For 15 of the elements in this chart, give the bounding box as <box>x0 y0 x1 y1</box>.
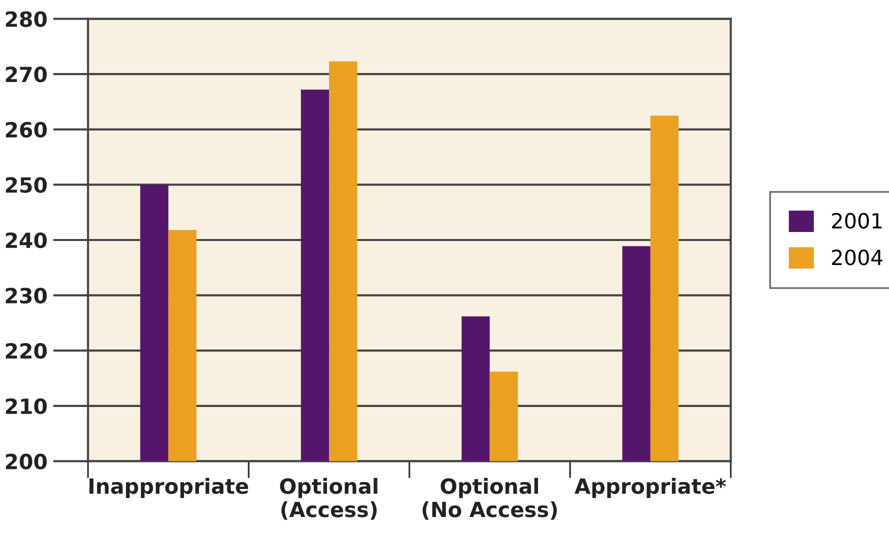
y-tick-label: 240 <box>6 232 47 248</box>
x-tick-label: Appropriate* <box>574 478 726 498</box>
x-tick-label: Optional (No Access) <box>422 478 557 520</box>
y-tick-label: 250 <box>6 177 47 193</box>
legend-label: 2004 <box>832 250 882 266</box>
y-tick-label: 260 <box>6 122 47 138</box>
y-tick-label: 270 <box>6 66 47 82</box>
y-tick-label: 230 <box>6 288 47 304</box>
y-tick-label: 280 <box>6 11 47 28</box>
y-tick-label: 220 <box>6 343 47 359</box>
legend-label: 2001 <box>832 212 882 229</box>
x-tick-label: Optional (Access) <box>280 478 378 520</box>
y-tick-label: 210 <box>6 398 47 414</box>
y-tick-label: 200 <box>6 454 47 470</box>
x-tick-label: Inappropriate <box>90 478 248 498</box>
